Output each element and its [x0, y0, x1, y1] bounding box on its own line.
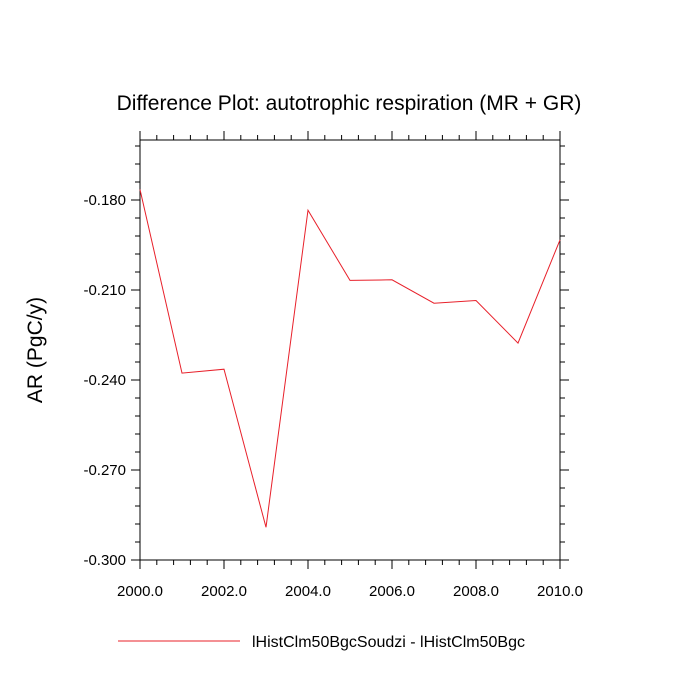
y-tick-label: -0.180	[83, 192, 126, 209]
x-tick-label: 2002.0	[201, 583, 247, 600]
major-ticks	[131, 131, 569, 569]
x-tick-label: 2004.0	[285, 583, 331, 600]
minor-ticks	[135, 135, 565, 565]
x-tick-label: 2000.0	[117, 583, 163, 600]
y-tick-label: -0.210	[83, 282, 126, 299]
y-axis-label: AR (PgC/y)	[24, 297, 47, 403]
y-tick-label: -0.300	[83, 552, 126, 569]
x-tick-label: 2008.0	[453, 583, 499, 600]
y-tick-label: -0.240	[83, 372, 126, 389]
x-tick-label: 2010.0	[537, 583, 583, 600]
legend: lHistClm50BgcSoudzi - lHistClm50Bgc	[118, 634, 525, 651]
plot-frame	[139, 139, 561, 561]
series-line	[139, 189, 561, 528]
y-tick-label: -0.270	[83, 462, 126, 479]
series-group	[139, 189, 561, 528]
y-tick-labels: -0.180 -0.210 -0.240 -0.270 -0.300	[83, 192, 126, 569]
legend-label: lHistClm50BgcSoudzi - lHistClm50Bgc	[252, 634, 525, 651]
x-tick-label: 2006.0	[369, 583, 415, 600]
x-tick-labels: 2000.0 2002.0 2004.0 2006.0 2008.0 2010.0	[117, 583, 583, 600]
chart-title: Difference Plot: autotrophic respiration…	[117, 92, 582, 115]
